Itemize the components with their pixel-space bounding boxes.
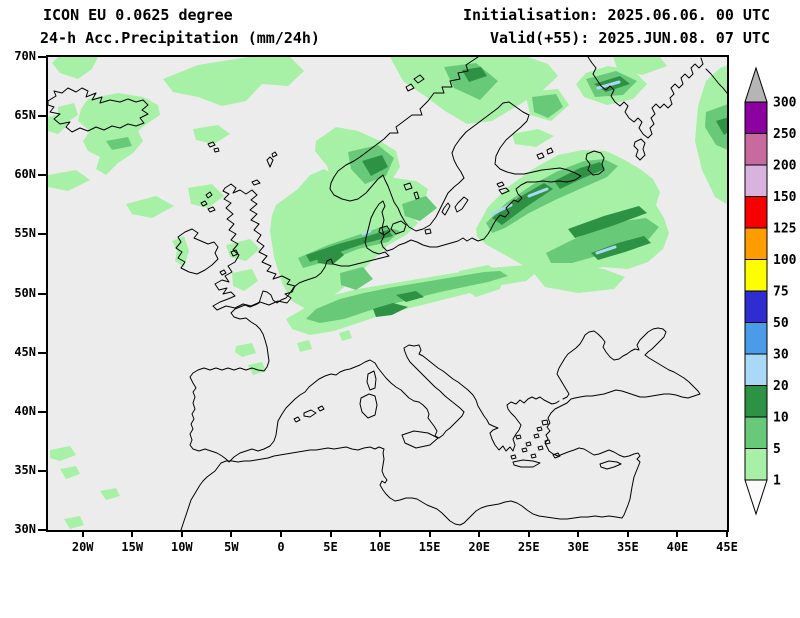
- colorbar-under-arrow: [744, 479, 768, 516]
- colorbar-label-200: 200: [773, 159, 797, 174]
- lat-label-65N: 65N: [14, 108, 36, 123]
- lat-tick-35N: [38, 469, 46, 472]
- product-title: 24-h Acc.Precipitation (mm/24h): [40, 29, 320, 47]
- lon-label-15W: 15W: [121, 540, 144, 554]
- lat-tick-50N: [38, 292, 46, 295]
- colorbar-segment-11: [744, 101, 768, 134]
- colorbar-segment-9: [744, 164, 768, 197]
- lon-label-10E: 10E: [369, 540, 391, 554]
- lon-tick-40E: [676, 530, 679, 537]
- colorbar-segment-2: [744, 385, 768, 418]
- colorbar-segment-8: [744, 196, 768, 229]
- lat-tick-45N: [38, 351, 46, 354]
- lon-tick-10E: [379, 530, 382, 537]
- lon-label-0: 0: [277, 540, 285, 554]
- colorbar-segment-4: [744, 322, 768, 355]
- lat-tick-65N: [38, 115, 46, 118]
- lat-label-50N: 50N: [14, 285, 36, 300]
- lat-tick-40N: [38, 410, 46, 413]
- lat-label-30N: 30N: [14, 522, 36, 536]
- colorbar-label-1: 1: [773, 474, 781, 489]
- colorbar-label-5: 5: [773, 442, 781, 457]
- europe-precipitation-map: [48, 57, 727, 530]
- colorbar-segment-3: [744, 353, 768, 386]
- colorbar-over-arrow: [744, 66, 768, 103]
- lon-label-35E: 35E: [617, 540, 639, 554]
- lon-label-45E: 45E: [716, 540, 738, 554]
- map-frame: [46, 55, 729, 532]
- colorbar-segment-10: [744, 133, 768, 166]
- lon-tick-10W: [180, 530, 183, 537]
- coastline-layer: [48, 57, 727, 530]
- colorbar-label-30: 30: [773, 348, 789, 363]
- colorbar-segment-6: [744, 259, 768, 292]
- colorbar-label-20: 20: [773, 379, 789, 394]
- colorbar-label-10: 10: [773, 411, 789, 426]
- model-title: ICON EU 0.0625 degree: [43, 6, 233, 24]
- lon-tick-15E: [428, 530, 431, 537]
- lon-tick-15W: [131, 530, 134, 537]
- lon-label-40E: 40E: [666, 540, 689, 554]
- lon-label-15E: 15E: [418, 540, 441, 554]
- lon-tick-45E: [726, 530, 728, 537]
- colorbar-label-250: 250: [773, 127, 797, 142]
- lon-label-20E: 20E: [468, 540, 491, 554]
- colorbar-label-300: 300: [773, 96, 797, 111]
- colorbar-label-125: 125: [773, 222, 796, 237]
- lat-label-70N: 70N: [14, 49, 36, 63]
- lon-label-30E: 30E: [567, 540, 590, 554]
- lon-label-20W: 20W: [71, 540, 94, 554]
- lon-tick-5E: [329, 530, 332, 537]
- lon-tick-25E: [527, 530, 530, 537]
- lon-tick-0: [279, 530, 282, 537]
- init-time: Initialisation: 2025.06.06. 00 UTC: [462, 6, 770, 24]
- precip-colorbar: 1 5 10 20 30 50 75 100 125 150 200 250 300: [744, 66, 797, 516]
- lat-label-40N: 40N: [14, 403, 36, 418]
- lat-label-45N: 45N: [14, 344, 36, 359]
- lat-tick-70N: [38, 56, 46, 58]
- colorbar-label-150: 150: [773, 190, 797, 205]
- lat-tick-30N: [38, 529, 46, 531]
- colorbar-segment-0: [744, 448, 768, 481]
- lon-tick-35E: [626, 530, 629, 537]
- lon-tick-20E: [478, 530, 481, 537]
- lat-label-35N: 35N: [14, 462, 36, 477]
- colorbar-label-50: 50: [773, 316, 789, 331]
- lon-label-25E: 25E: [517, 540, 540, 554]
- lon-label-10W: 10W: [170, 540, 193, 554]
- lon-label-5E: 5E: [323, 540, 338, 554]
- colorbar-label-75: 75: [773, 285, 789, 300]
- precipitation-layer: [48, 57, 727, 529]
- lat-tick-55N: [38, 233, 46, 236]
- lon-tick-20W: [81, 530, 84, 537]
- colorbar-label-100: 100: [773, 253, 797, 268]
- lat-label-60N: 60N: [14, 167, 36, 182]
- lat-tick-60N: [38, 174, 46, 177]
- valid-time: Valid(+55): 2025.JUN.08. 07 UTC: [490, 29, 770, 47]
- colorbar-segment-7: [744, 227, 768, 260]
- lon-label-5W: 5W: [224, 540, 239, 554]
- lon-tick-5W: [230, 530, 233, 537]
- colorbar-segment-1: [744, 416, 768, 449]
- colorbar-segment-5: [744, 290, 768, 323]
- lon-tick-30E: [577, 530, 580, 537]
- lat-label-55N: 55N: [14, 226, 36, 241]
